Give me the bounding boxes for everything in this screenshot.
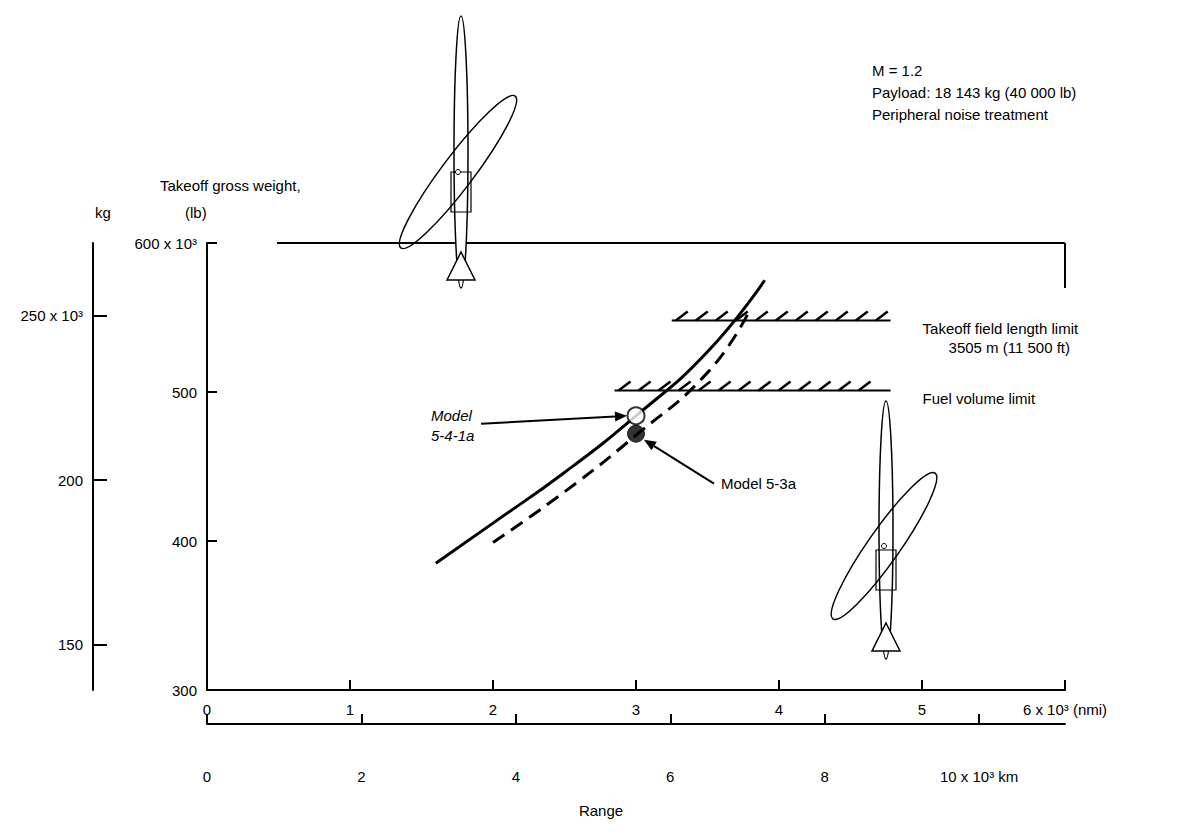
svg-text:600 x 10³: 600 x 10³ — [134, 235, 197, 252]
svg-text:2: 2 — [489, 701, 497, 718]
svg-text:1: 1 — [346, 701, 354, 718]
svg-text:300: 300 — [172, 682, 197, 699]
svg-text:400: 400 — [172, 533, 197, 550]
svg-text:200: 200 — [58, 472, 83, 489]
svg-text:5: 5 — [918, 701, 926, 718]
svg-text:Range: Range — [579, 802, 623, 819]
svg-text:150: 150 — [58, 636, 83, 653]
svg-text:5-4-1a: 5-4-1a — [431, 427, 474, 444]
svg-text:500: 500 — [172, 384, 197, 401]
svg-text:0: 0 — [203, 701, 211, 718]
svg-text:10 x 10³ km: 10 x 10³ km — [940, 768, 1018, 785]
svg-text:Model: Model — [431, 407, 473, 424]
svg-text:6 x 10³ (nmi): 6 x 10³ (nmi) — [1023, 701, 1107, 718]
svg-text:4: 4 — [512, 768, 520, 785]
svg-text:3: 3 — [632, 701, 640, 718]
svg-text:250 x 10³: 250 x 10³ — [20, 307, 83, 324]
svg-text:8: 8 — [821, 768, 829, 785]
svg-text:2: 2 — [357, 768, 365, 785]
svg-text:M = 1.2: M = 1.2 — [872, 62, 922, 79]
svg-text:kg: kg — [95, 204, 111, 221]
svg-text:Takeoff field length limit: Takeoff field length limit — [923, 320, 1079, 337]
svg-text:Takeoff gross weight,: Takeoff gross weight, — [160, 177, 301, 194]
svg-text:3505 m (11 500 ft): 3505 m (11 500 ft) — [949, 339, 1070, 356]
svg-text:Payload: 18 143 kg (40 000 lb): Payload: 18 143 kg (40 000 lb) — [872, 84, 1076, 101]
svg-text:Fuel volume limit: Fuel volume limit — [923, 390, 1036, 407]
svg-text:0: 0 — [203, 768, 211, 785]
svg-text:(lb): (lb) — [185, 204, 207, 221]
svg-text:4: 4 — [775, 701, 783, 718]
svg-text:Model 5-3a: Model 5-3a — [721, 475, 797, 492]
svg-text:Peripheral noise treatment: Peripheral noise treatment — [872, 106, 1049, 123]
svg-text:6: 6 — [666, 768, 674, 785]
